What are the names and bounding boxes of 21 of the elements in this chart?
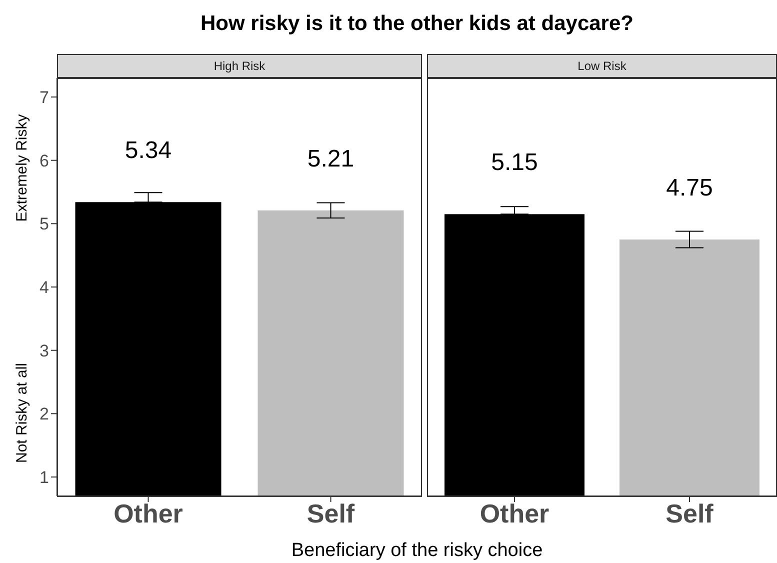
chart-subtitle: High Risk	[57, 54, 422, 78]
y-tick-label: 1	[40, 468, 49, 488]
chart-subtitle: Low Risk	[427, 54, 777, 78]
text: Extremely Risky	[14, 114, 30, 222]
x-tick-label: Other	[480, 498, 550, 528]
data-label: 5.21	[307, 145, 354, 172]
x-tick-label: Other	[114, 498, 183, 528]
y-tick-label: 3	[40, 341, 49, 360]
chart-title: How risky is it to the other kids at daycare?	[200, 12, 634, 36]
y-tick-label: 7	[40, 88, 49, 108]
x-axis-title: Beneficiary of the risky choice	[290, 540, 544, 562]
y-tick-label: 5	[40, 214, 49, 234]
data-label: 5.15	[491, 149, 538, 176]
y-tick-label: 6	[40, 151, 49, 170]
data-label: 5.34	[124, 137, 172, 164]
x-tick-label: Self	[306, 498, 355, 528]
x-tick-label: Self	[666, 498, 714, 528]
data-label: 4.75	[666, 174, 713, 202]
y-tick-label: 4	[40, 278, 49, 298]
y-axis-title: Not Risky at all	[14, 362, 30, 464]
y-tick-label: 2	[40, 404, 49, 424]
